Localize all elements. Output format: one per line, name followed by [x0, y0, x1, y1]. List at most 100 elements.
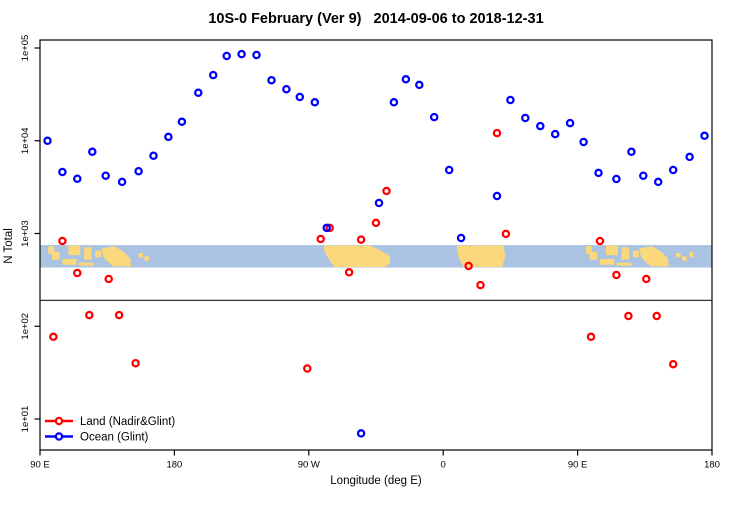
- map-band-land: [48, 246, 55, 255]
- data-point-ocean: [627, 147, 636, 157]
- map-band-land: [68, 245, 81, 256]
- data-point-ocean: [117, 177, 127, 187]
- data-point-ocean: [58, 167, 67, 177]
- data-point-land: [586, 332, 596, 342]
- map-band-land: [456, 245, 506, 268]
- y-tick-label: 1e+02: [20, 313, 31, 340]
- legend: Land (Nadir&Glint) Ocean (Glint): [45, 416, 175, 444]
- data-point-land: [114, 310, 124, 320]
- data-point-land: [131, 358, 140, 368]
- data-point-ocean: [685, 152, 694, 162]
- data-point-ocean: [565, 118, 575, 128]
- map-band-land: [51, 251, 60, 260]
- x-tick-label: 180: [704, 460, 720, 471]
- data-points: [43, 49, 709, 438]
- data-point-land: [642, 274, 651, 284]
- data-point-ocean: [282, 84, 291, 94]
- map-band-land: [621, 247, 630, 260]
- data-point-land: [612, 270, 621, 280]
- y-axis-label: N Total: [3, 228, 15, 264]
- map-band-land: [632, 250, 639, 258]
- data-point-land: [303, 364, 312, 373]
- map-band-land: [95, 250, 102, 258]
- data-point-ocean: [550, 129, 560, 139]
- data-point-ocean: [73, 174, 82, 183]
- y-tick-label: 1e+05: [20, 35, 31, 62]
- data-point-ocean: [456, 233, 466, 243]
- y-tick-label: 1e+01: [20, 406, 31, 433]
- legend-circle-marker: [54, 432, 64, 441]
- data-point-ocean: [356, 429, 366, 438]
- data-point-land: [85, 310, 94, 320]
- data-point-ocean: [536, 121, 545, 131]
- data-point-land: [344, 268, 354, 277]
- x-axis-label: Longitude (deg E): [330, 475, 422, 487]
- data-point-ocean: [149, 151, 158, 160]
- data-point-land: [371, 218, 381, 228]
- map-band-land: [78, 262, 94, 266]
- y-tick-label: 1e+04: [20, 127, 31, 154]
- map-band-land: [323, 245, 391, 268]
- data-point-ocean: [389, 98, 399, 107]
- data-point-ocean: [177, 117, 187, 127]
- y-tick-label: 1e+03: [20, 220, 31, 247]
- data-point-ocean: [444, 165, 454, 175]
- data-point-ocean: [208, 70, 218, 80]
- map-band-land: [62, 258, 77, 265]
- data-point-ocean: [164, 132, 173, 142]
- data-point-ocean: [374, 198, 384, 208]
- data-point-land: [464, 261, 473, 271]
- data-point-ocean: [594, 168, 603, 178]
- data-point-ocean: [668, 165, 678, 175]
- data-point-land: [492, 128, 502, 138]
- data-point-ocean: [429, 112, 439, 122]
- map-band-land: [144, 256, 150, 261]
- data-point-land: [595, 236, 605, 246]
- x-tick-label: 180: [166, 460, 182, 471]
- data-point-ocean: [521, 113, 530, 123]
- plot-frame: [39, 39, 713, 451]
- data-point-land: [58, 236, 67, 246]
- x-tick-label: 0: [441, 460, 446, 471]
- data-point-land: [356, 235, 366, 244]
- map-band-land: [585, 246, 592, 255]
- data-point-ocean: [700, 131, 709, 141]
- data-point-ocean: [237, 49, 246, 59]
- data-point-ocean: [639, 171, 648, 180]
- legend-label: Land (Nadir&Glint): [80, 416, 175, 428]
- data-point-ocean: [579, 137, 588, 147]
- map-band-land: [138, 252, 144, 258]
- map-band-land: [676, 252, 681, 258]
- data-point-ocean: [612, 174, 621, 184]
- data-point-land: [73, 268, 82, 278]
- data-point-ocean: [401, 75, 411, 84]
- map-band-land: [689, 251, 694, 258]
- data-point-ocean: [43, 136, 52, 146]
- data-point-land: [476, 280, 485, 290]
- map-band: [40, 245, 712, 268]
- data-point-ocean: [134, 166, 143, 176]
- data-point-ocean: [88, 147, 97, 157]
- x-tick-label: 90 E: [30, 460, 50, 471]
- map-band-land: [638, 246, 669, 267]
- data-point-ocean: [310, 98, 320, 107]
- data-point-ocean: [252, 50, 261, 60]
- data-point-ocean: [101, 171, 110, 180]
- data-point-ocean: [653, 177, 663, 187]
- x-tick-label: 90 E: [568, 460, 588, 471]
- data-point-ocean: [295, 92, 305, 102]
- data-point-land: [501, 229, 511, 239]
- axes: 90 E 180 90 W 0 90 E 180 1e+01 1e+02 1e+03 1e+04 1…: [20, 35, 720, 471]
- legend-circle-marker: [54, 416, 64, 426]
- data-point-land: [668, 359, 678, 369]
- data-point-land: [624, 311, 633, 321]
- data-point-ocean: [222, 51, 231, 61]
- map-band-land: [600, 258, 615, 265]
- map-band-land: [84, 247, 92, 260]
- legend-label: Ocean (Glint): [80, 432, 149, 444]
- map-band-land: [101, 246, 132, 267]
- data-point-land: [104, 274, 113, 284]
- chart-title: 10S-0 February (Ver 9) 2014-09-06 to 201…: [208, 11, 543, 27]
